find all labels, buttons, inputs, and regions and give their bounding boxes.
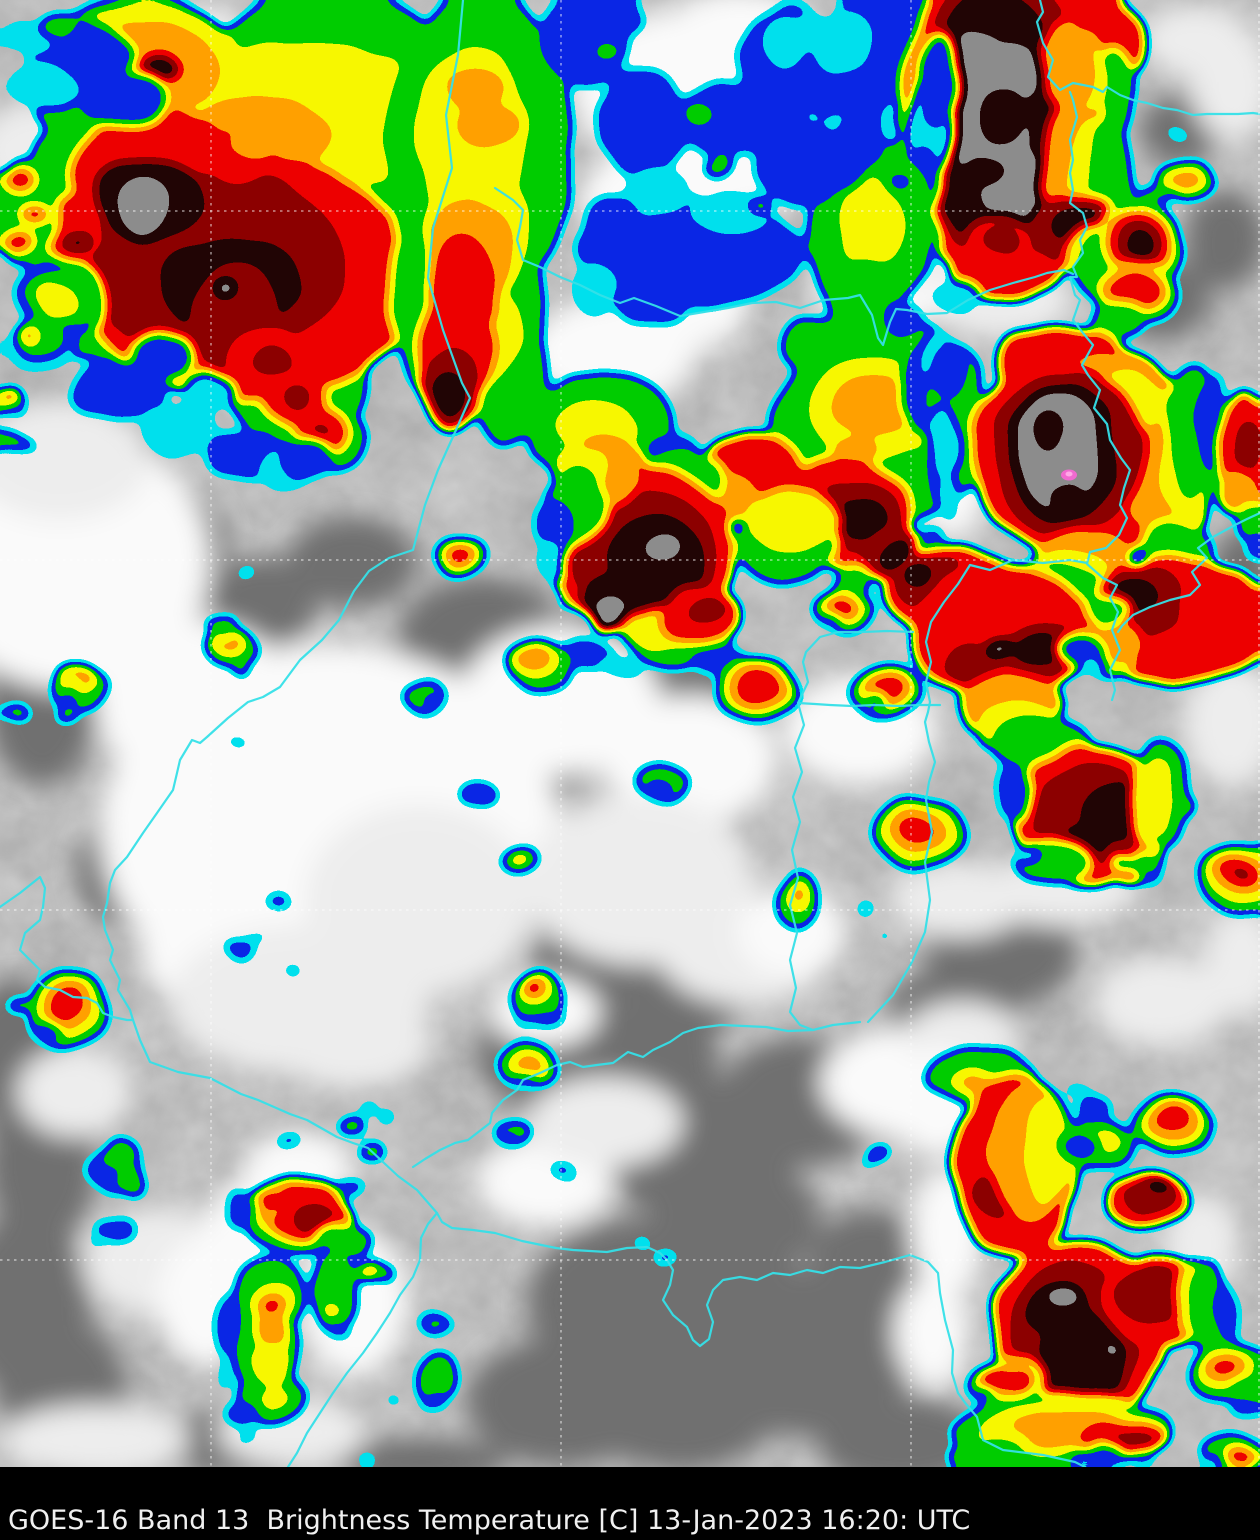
river-east-inner — [866, 563, 972, 1024]
river-south-branch — [286, 1211, 439, 1467]
boundary-loop-south-center — [411, 1020, 862, 1169]
river-northeast-branch — [1035, 0, 1260, 117]
storm-cluster-sw — [214, 1104, 458, 1446]
caption-bar: GOES-16 Band 13 Brightness Temperature [… — [0, 1467, 1260, 1540]
river-center-south — [788, 629, 915, 1032]
boundary-west-main — [101, 0, 1087, 1467]
caption-text: GOES-16 Band 13 Brightness Temperature [… — [8, 1504, 971, 1536]
graticule-grid — [0, 0, 1260, 1467]
map-boundary-lines — [0, 0, 1260, 1467]
storm-complex-central — [532, 440, 742, 680]
storm-complex-nw — [0, 0, 450, 490]
storm-column-ne — [540, 0, 1214, 340]
boundary-cross-diagonal — [493, 186, 1075, 347]
storm-column-se — [862, 1048, 1260, 1467]
river-east-edge — [1116, 511, 1260, 634]
cells-central — [1, 537, 820, 1465]
satellite-image — [0, 0, 1260, 1467]
storm-column-north — [385, 0, 575, 445]
coldest-pixel-marker — [1061, 469, 1077, 481]
river-east-main — [1068, 90, 1132, 702]
boundary-southwest — [0, 875, 135, 1022]
river-branch-east — [796, 701, 942, 708]
